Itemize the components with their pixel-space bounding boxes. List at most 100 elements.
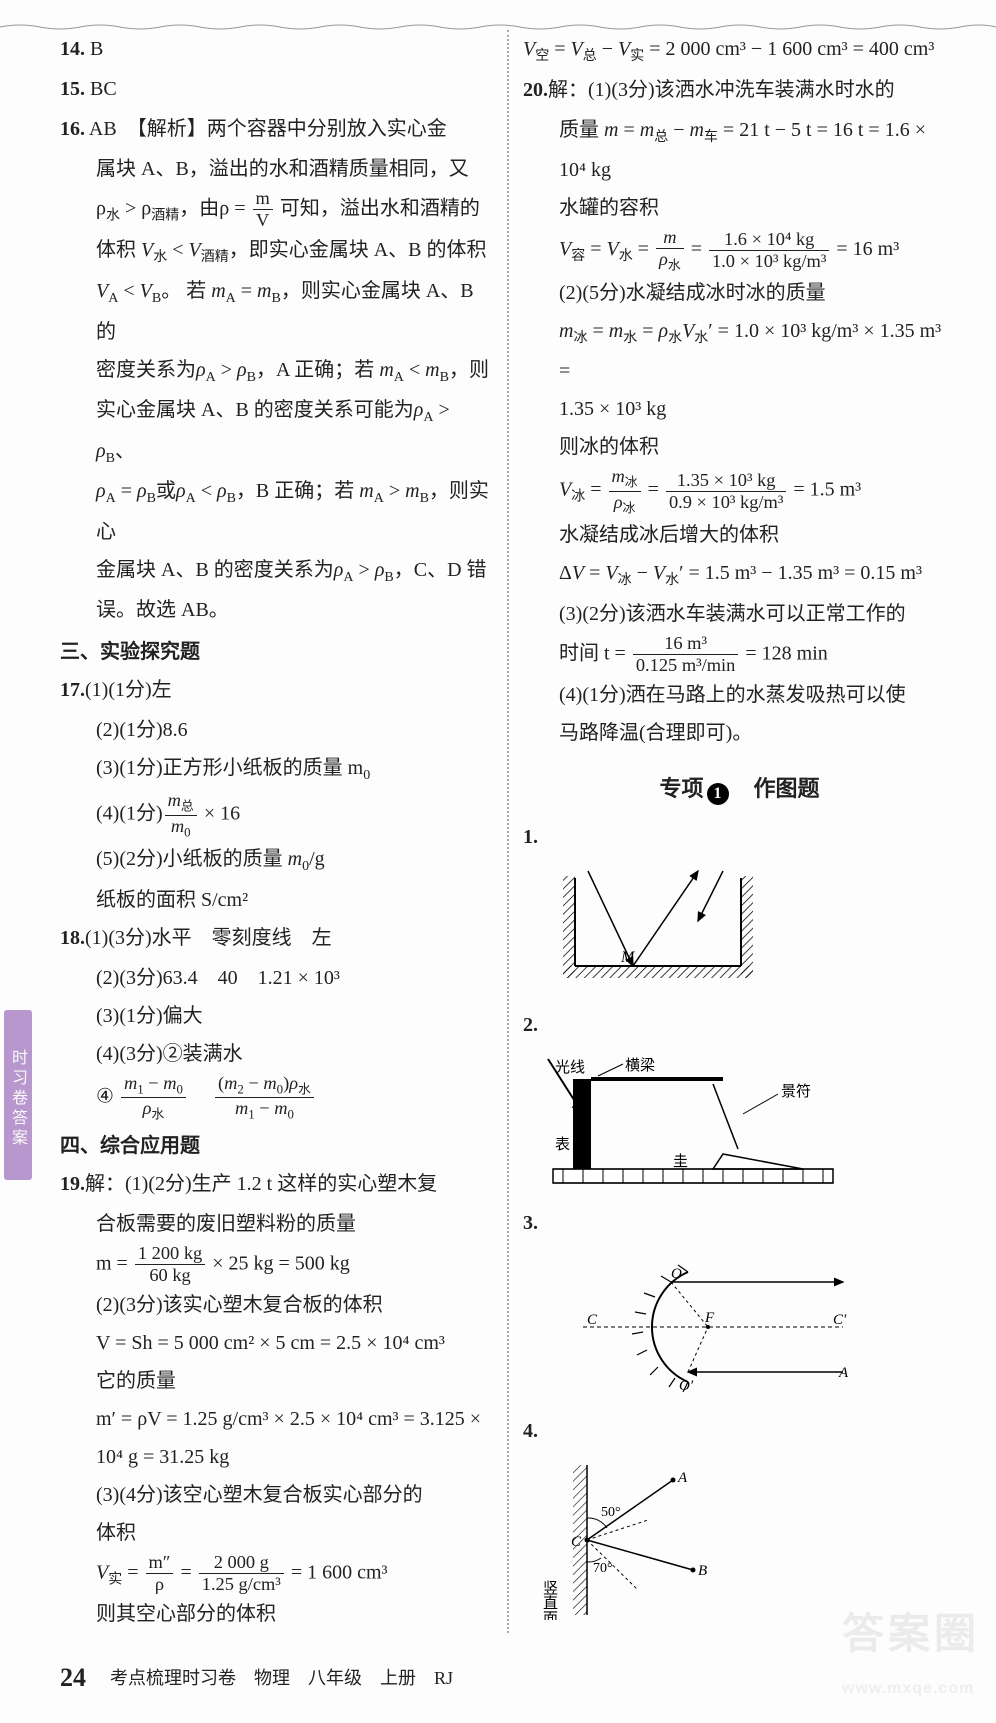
- svg-text:A: A: [677, 1470, 688, 1486]
- q17-num: 17.: [60, 679, 85, 701]
- svg-text:B: B: [698, 1563, 707, 1579]
- concave-mirror-diagram: O O′ C C′ F A: [543, 1252, 873, 1402]
- q17: 17.(1)(1分)左: [60, 671, 493, 709]
- q20-l15: (4)(1分)洒在马路上的水蒸发吸热可以使: [523, 676, 956, 714]
- q19-l7: m′ = ρV = 1.25 g/cm³ × 2.5 × 10⁴ cm³ = 3…: [60, 1400, 493, 1438]
- q20-l3: 10⁴ kg: [523, 151, 956, 189]
- q20-l6: (2)(5分)水凝结成冰时冰的质量: [523, 274, 956, 312]
- q19-l8: 10⁴ g = 31.25 kg: [60, 1438, 493, 1476]
- q18-p2: (2)(3分)63.4 40 1.21 × 10³: [60, 959, 493, 997]
- svg-text:F: F: [704, 1310, 715, 1326]
- q20-l7: m冰 = m水 = ρ水V水′ = 1.0 × 10³ kg/m³ × 1.35…: [523, 312, 956, 391]
- q16-ans: AB: [89, 118, 117, 140]
- q14-num: 14.: [60, 38, 85, 60]
- svg-text:C′: C′: [833, 1312, 847, 1328]
- q16-l9: 金属块 A、B 的密度关系为ρA > ρB，C、D 错: [60, 551, 493, 592]
- svg-text:A: A: [838, 1365, 849, 1381]
- q20-l4: 水罐的容积: [523, 189, 956, 227]
- q19: 19.解：(1)(2分)生产 1.2 t 这样的实心塑木复: [60, 1165, 493, 1203]
- q20-l14: 时间 t = 16 m³0.125 m³/min = 128 min: [523, 633, 956, 676]
- q20-l12: ΔV = V冰 − V水′ = 1.5 m³ − 1.35 m³ = 0.15 …: [523, 554, 956, 595]
- svg-text:圭: 圭: [673, 1153, 688, 1170]
- q16-num: 16.: [60, 118, 85, 140]
- section4-head: 四、综合应用题: [60, 1127, 493, 1165]
- q16-l8: ρA = ρB或ρA < ρB，B 正确；若 mA > mB，则实心: [60, 472, 493, 551]
- q18-num: 18.: [60, 927, 85, 949]
- q19-l11: V实 = m″ρ = 2 000 g1.25 g/cm³ = 1 600 cm³: [60, 1552, 493, 1595]
- q20-l8: 1.35 × 10³ kg: [523, 390, 956, 428]
- q16-l10: 误。故选 AB。: [60, 591, 493, 629]
- right-column: V空 = V总 − V实 = 2 000 cm³ − 1 600 cm³ = 4…: [523, 30, 956, 1633]
- q19-l10: 体积: [60, 1514, 493, 1552]
- q16-l7: 实心金属块 A、B 的密度关系可能为ρA > ρB、: [60, 391, 493, 472]
- q18-p3: (3)(1分)偏大: [60, 997, 493, 1035]
- diagram-2: 2.: [523, 1006, 956, 1194]
- circled-number-icon: 1: [707, 783, 729, 805]
- sundial-diagram: 光线 横梁 景符 表 圭: [543, 1054, 863, 1194]
- q19-l2: 合板需要的废旧塑料粉的质量: [60, 1205, 493, 1243]
- q19-l6: 它的质量: [60, 1362, 493, 1400]
- q20-l13: (3)(2分)该洒水车装满水可以正常工作的: [523, 595, 956, 633]
- footer-text: 考点梳理时习卷 物理 八年级 上册 RJ: [110, 1661, 453, 1695]
- q19-l3: m = 1 200 kg60 kg × 25 kg = 500 kg: [60, 1243, 493, 1286]
- q17-p5b: 纸板的面积 S/cm²: [60, 881, 493, 919]
- diagram-3: 3.: [523, 1204, 956, 1402]
- diagram-4: 4.: [523, 1412, 956, 1620]
- q20: 20.解：(1)(3分)该洒水冲洗车装满水时水的: [523, 71, 956, 109]
- q19c-l1: V空 = V总 − V实 = 2 000 cm³ − 1 600 cm³ = 4…: [523, 30, 956, 71]
- q15-ans: BC: [90, 78, 117, 100]
- svg-text:C: C: [587, 1312, 598, 1328]
- svg-text:C: C: [571, 1534, 582, 1550]
- q20-l10: V冰 = m冰ρ冰 = 1.35 × 10³ kg0.9 × 10³ kg/m³…: [523, 466, 956, 516]
- q20-num: 20.: [523, 79, 548, 101]
- q16-l2: 属块 A、B，溢出的水和酒精质量相同，又: [60, 150, 493, 188]
- mirror-reflection-diagram: M: [543, 866, 773, 996]
- page-footer: 24 考点梳理时习卷 物理 八年级 上册 RJ: [60, 1653, 956, 1702]
- q20-l9: 则冰的体积: [523, 428, 956, 466]
- q18: 18.(1)(3分)水平 零刻度线 左: [60, 919, 493, 957]
- q17-p4: (4)(1分)m总m0 × 16: [60, 790, 493, 840]
- svg-text:横梁: 横梁: [625, 1057, 655, 1074]
- q16: 16. AB 【解析】两个容器中分别放入实心金: [60, 110, 493, 148]
- q14: 14. B: [60, 30, 493, 68]
- angle-diagram: A B C 50° 70° 竖直面: [543, 1460, 793, 1620]
- left-column: 14. B 15. BC 16. AB 【解析】两个容器中分别放入实心金 属块 …: [60, 30, 493, 1633]
- page-number: 24: [60, 1653, 86, 1702]
- svg-text:表: 表: [555, 1136, 570, 1153]
- q17-p2: (2)(1分)8.6: [60, 711, 493, 749]
- svg-text:50°: 50°: [601, 1505, 621, 1520]
- q15-num: 15.: [60, 78, 85, 100]
- q16-l6: 密度关系为ρA > ρB，A 正确；若 mA < mB，则: [60, 351, 493, 392]
- svg-text:M: M: [620, 949, 636, 966]
- q20-l2: 质量 m = m总 − m车 = 21 t − 5 t = 16 t = 1.6…: [523, 111, 956, 152]
- q20-l16: 马路降温(合理即可)。: [523, 714, 956, 752]
- q19-l12: 则其空心部分的体积: [60, 1595, 493, 1633]
- svg-text:O: O: [671, 1266, 682, 1282]
- svg-text:竖直面: 竖直面: [543, 1580, 558, 1620]
- q20-l5: V容 = V水 = mρ水 = 1.6 × 10⁴ kg1.0 × 10³ kg…: [523, 227, 956, 274]
- svg-text:O′: O′: [679, 1378, 694, 1394]
- q19-l9: (3)(4分)该空心塑木复合板实心部分的: [60, 1476, 493, 1514]
- section3-head: 三、实验探究题: [60, 633, 493, 671]
- q20-l11: 水凝结成冰后增大的体积: [523, 516, 956, 554]
- q19-l4: (2)(3分)该实心塑木复合板的体积: [60, 1286, 493, 1324]
- diagram-1: 1.: [523, 818, 956, 996]
- q18-p4b: ④ m1 − m0ρ水 (m2 − m0)ρ水m1 − m0: [60, 1073, 493, 1123]
- q17-p5: (5)(2分)小纸板的质量 m0/g: [60, 840, 493, 881]
- q16-l5: VA < VB。 若 mA = mB，则实心金属块 A、B 的: [60, 272, 493, 351]
- svg-text:光线: 光线: [555, 1059, 585, 1076]
- svg-text:70°: 70°: [593, 1561, 613, 1576]
- q19-l5: V = Sh = 5 000 cm² × 5 cm = 2.5 × 10⁴ cm…: [60, 1324, 493, 1362]
- column-separator: [507, 30, 509, 1633]
- q17-p3: (3)(1分)正方形小纸板的质量 m0: [60, 749, 493, 790]
- svg-text:景符: 景符: [781, 1083, 811, 1100]
- special-title: 专项1 作图题: [523, 768, 956, 810]
- q16-l3: ρ水 > ρ酒精，由ρ = mV 可知，溢出水和酒精的: [60, 188, 493, 231]
- side-tab: 时习卷答案: [4, 1010, 32, 1180]
- q16-l1: 两个容器中分别放入实心金: [207, 118, 447, 140]
- q19-num: 19.: [60, 1173, 85, 1195]
- q14-ans: B: [90, 38, 103, 60]
- q15: 15. BC: [60, 70, 493, 108]
- q18-p4: (4)(3分)②装满水: [60, 1035, 493, 1073]
- q16-label: 【解析】: [137, 118, 207, 140]
